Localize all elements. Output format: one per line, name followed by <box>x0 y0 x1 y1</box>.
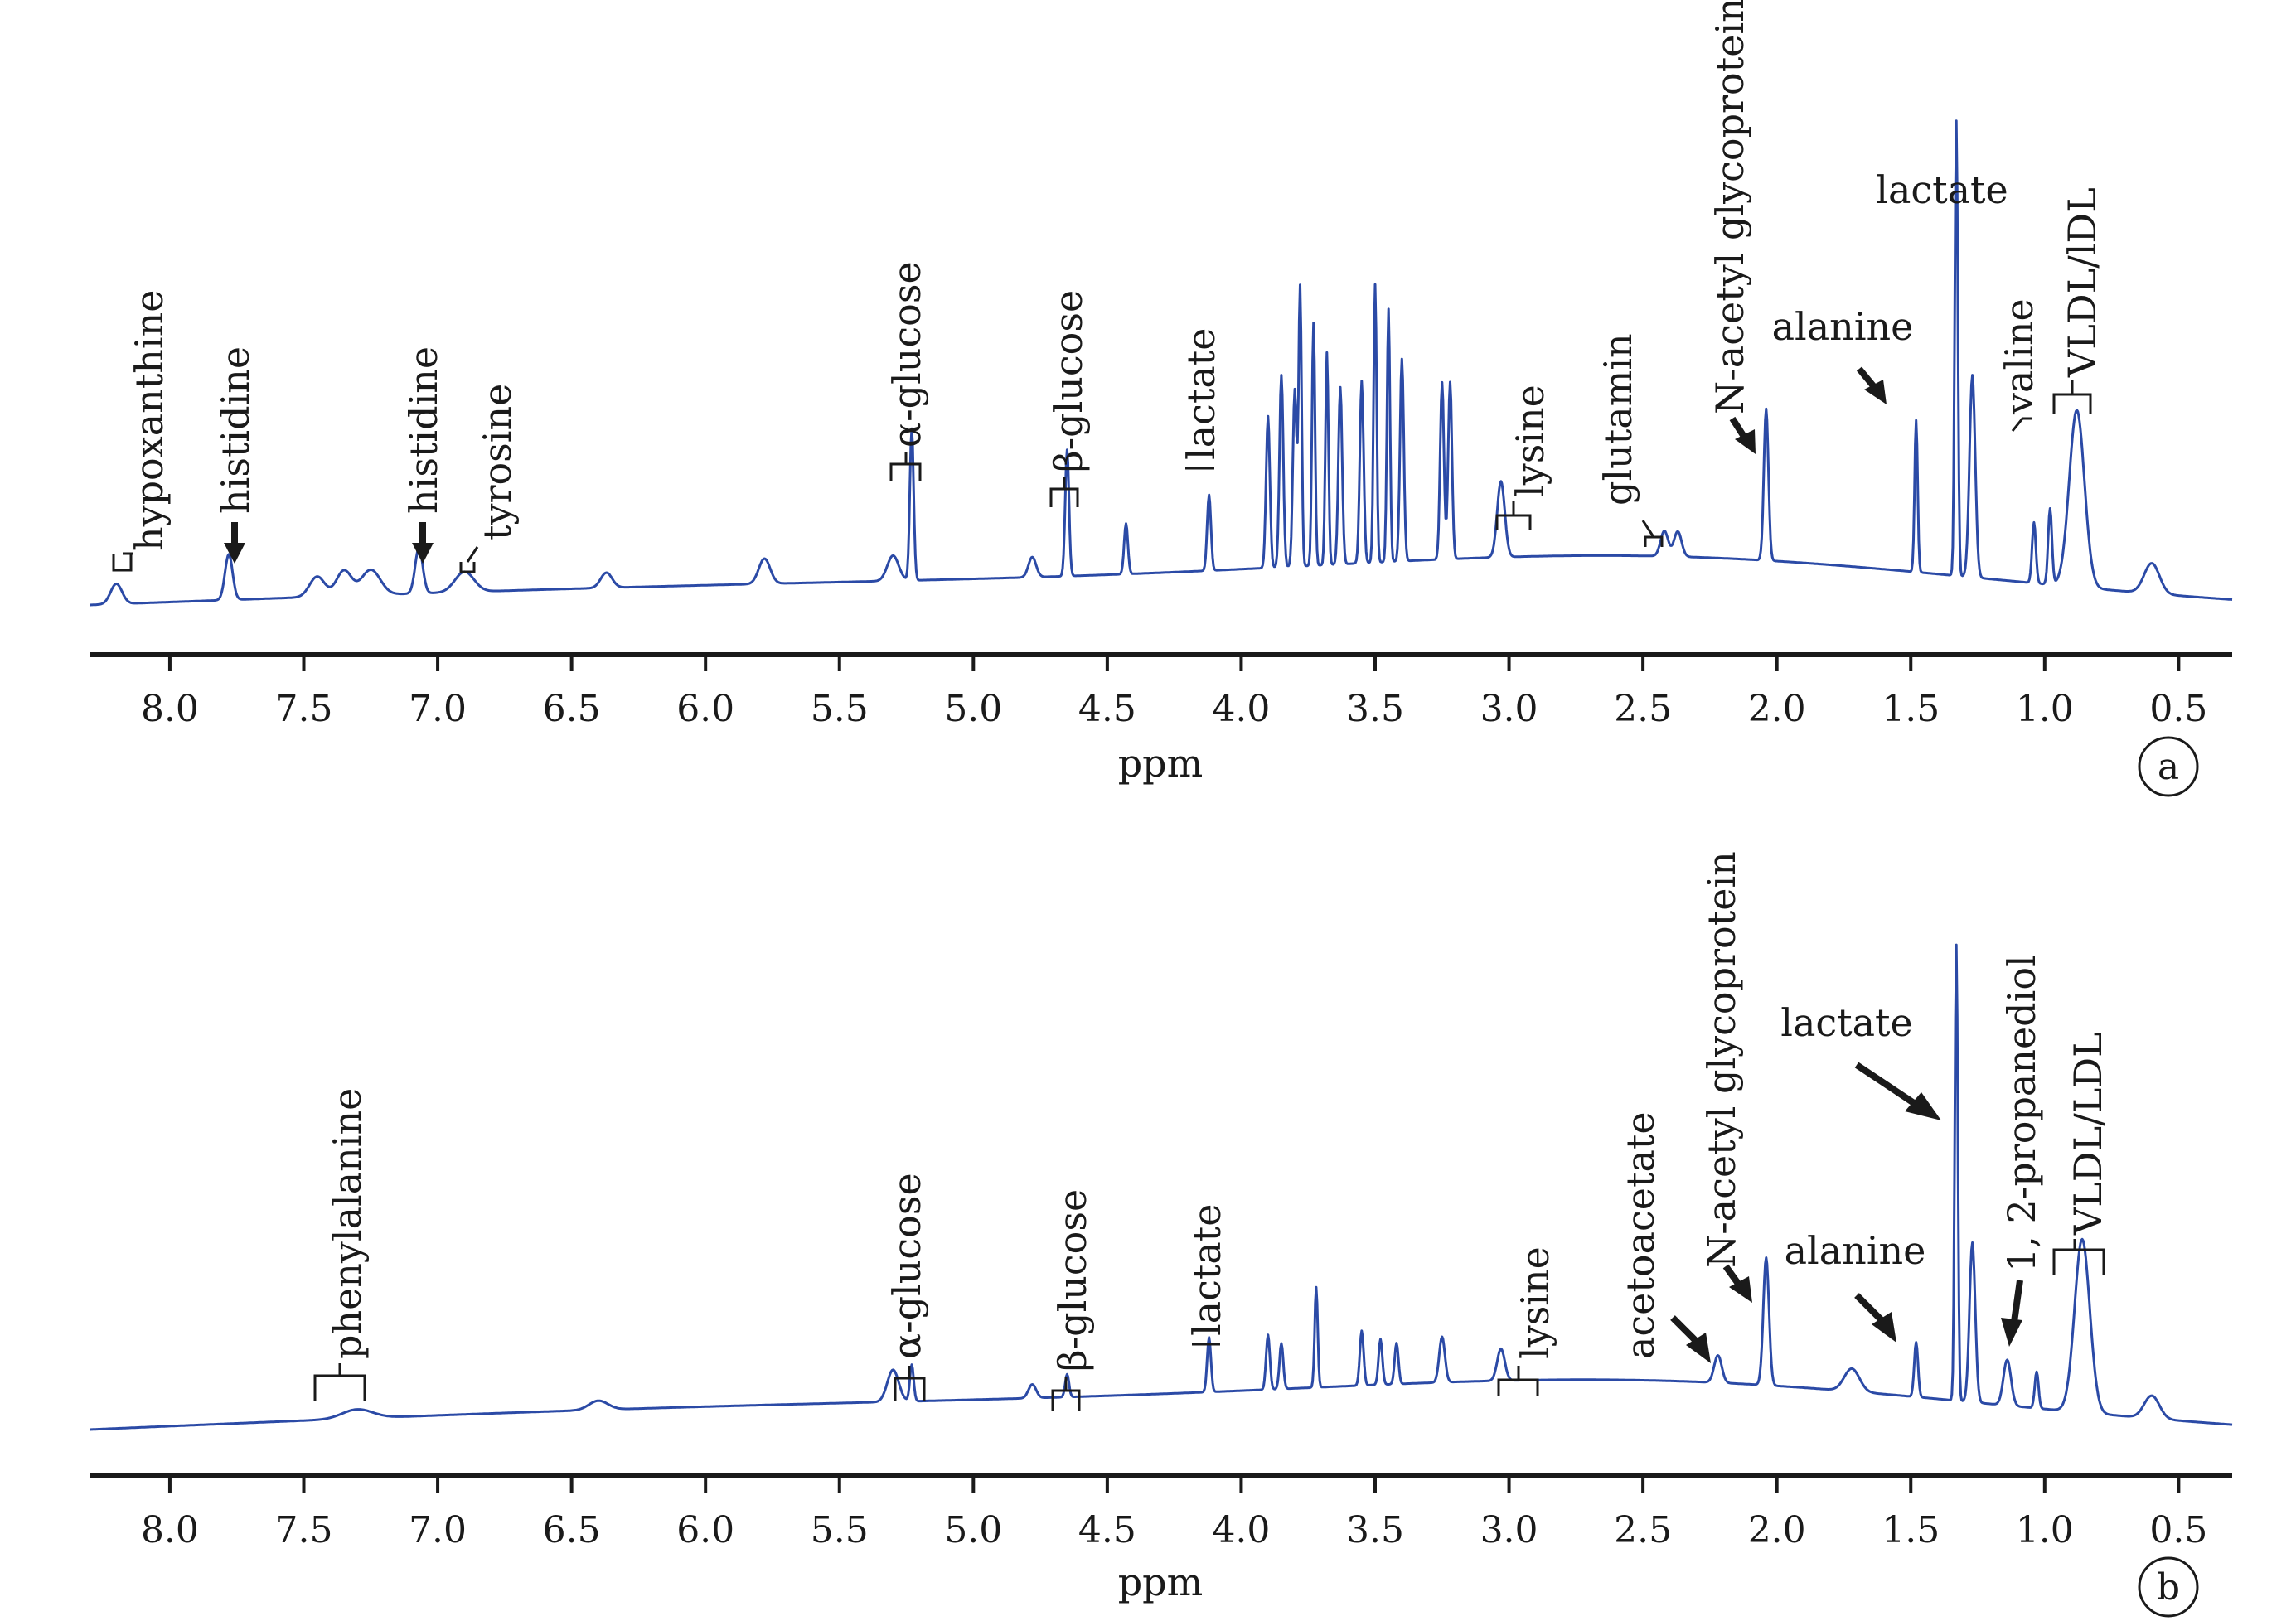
x-tick-label: 7.5 <box>275 1509 333 1551</box>
alanine-arrow-b-shaft <box>1854 1293 1886 1324</box>
acetoacetate-arrow-head <box>1686 1333 1711 1363</box>
x-tick-label: 2.0 <box>1748 688 1806 730</box>
label-alanine-b: alanine <box>1785 1228 1926 1273</box>
x-tick-label: 1.5 <box>1882 1509 1940 1551</box>
panel-letter-b: b <box>2157 1566 2180 1609</box>
alpha-glucose-bracket-a <box>889 452 922 481</box>
spectrum-line-b <box>89 943 2233 1431</box>
label-histidine-2: histidine <box>401 346 446 514</box>
histidine-arrow-2-head <box>412 543 434 564</box>
label-vldl-ldl-b: VLDL/LDL <box>2066 1032 2110 1236</box>
phenylalanine-bracket <box>313 1363 366 1401</box>
label-phenylalanine: phenylalanine <box>325 1088 370 1359</box>
beta-glucose-bracket-b <box>1051 1377 1081 1411</box>
x-tick-label: 3.5 <box>1346 1509 1404 1551</box>
label-n-acetyl-glycoprotein-a: N-acetyl glycoprotein <box>1707 0 1752 414</box>
x-tick-label: 2.5 <box>1614 1509 1672 1551</box>
beta-glucose-bracket-a <box>1049 477 1079 507</box>
x-tick-label: 1.0 <box>2016 688 2074 730</box>
x-tick-label: 2.5 <box>1614 688 1672 730</box>
x-tick-label: 5.0 <box>944 1509 1002 1551</box>
x-tick-label: 3.0 <box>1480 688 1538 730</box>
label-lactate-1-a: lactate <box>1179 327 1223 460</box>
vldl-bracket-a <box>2052 380 2092 414</box>
label-glutamin: glutamin <box>1596 333 1640 506</box>
x-tick-label: 1.5 <box>1882 688 1940 730</box>
x-tick-label: 5.5 <box>811 688 869 730</box>
x-tick-label: 8.0 <box>141 688 199 730</box>
label-alpha-glucose-a: α-glucose <box>884 261 929 448</box>
x-tick-label: 0.5 <box>2149 688 2207 730</box>
x-tick-label: 3.0 <box>1480 1509 1538 1551</box>
lysine-bracket-b <box>1497 1366 1539 1396</box>
valine-bracket <box>2011 417 2032 432</box>
x-tick-label: 4.0 <box>1212 688 1270 730</box>
x-axis-title-a: ppm <box>1118 741 1204 786</box>
x-axis-title-b: ppm <box>1118 1560 1204 1604</box>
vldl-bracket-b <box>2052 1239 2105 1275</box>
propanediol-arrow-shaft <box>2011 1280 2023 1323</box>
x-tick-label: 3.5 <box>1346 688 1404 730</box>
label-vldl-ldl-a: VLDL/lDL <box>2060 187 2105 378</box>
panel-letter-a: a <box>2158 746 2179 788</box>
alanine-arrow-b-head <box>1872 1312 1896 1343</box>
acetoacetate-arrow-shaft <box>1670 1315 1700 1345</box>
x-tick-label: 6.0 <box>676 1509 734 1551</box>
x-tick-label: 7.0 <box>409 688 467 730</box>
x-axis-ticks-b: 8.0 7.5 7.0 6.5 6.0 5.5 5.0 4.5 4.0 3.5 3.0 2.5 2.0 1… <box>141 1476 2207 1551</box>
panel-a: 8.0 7.5 7.0 6.5 6.0 5.5 5.0 4.5 4.0 3.5 3.0 2.5 2.0 1… <box>89 0 2233 797</box>
label-valine: valine <box>1997 298 2042 415</box>
glutamin-bracket <box>1641 520 1664 547</box>
x-tick-label: 5.0 <box>944 688 1002 730</box>
lactate-arrow-b-head <box>1905 1092 1941 1120</box>
hypoxanthine-bracket <box>112 552 133 572</box>
x-tick-label: 0.5 <box>2149 1509 2207 1551</box>
x-tick-label: 7.5 <box>275 688 333 730</box>
x-tick-label: 1.0 <box>2016 1509 2074 1551</box>
label-alanine-a: alanine <box>1772 304 1914 349</box>
nag-arrow-b-head <box>1729 1276 1752 1303</box>
x-tick-label: 2.0 <box>1748 1509 1806 1551</box>
label-lactate-2-b: lactate <box>1780 1000 1913 1045</box>
label-beta-glucose-a: β-glucose <box>1046 290 1091 472</box>
label-tyrosine: tyrosine <box>475 384 520 540</box>
histidine-arrow-1-head <box>224 543 245 564</box>
label-lactate-2-a: lactate <box>1876 167 2008 212</box>
panel-letter-circle-a <box>2138 736 2199 797</box>
alanine-arrow-a-head <box>1864 380 1887 404</box>
x-tick-label: 4.5 <box>1078 688 1136 730</box>
x-tick-label: 7.0 <box>409 1509 467 1551</box>
x-tick-label: 4.5 <box>1078 1509 1136 1551</box>
label-hypoxanthine: hypoxanthine <box>127 290 172 551</box>
label-n-acetyl-glycoprotein-b: N-acetyl glycoprotein <box>1699 851 1744 1268</box>
label-histidine-1: histidine <box>213 346 258 514</box>
label-alpha-glucose-b: α-glucose <box>884 1173 929 1359</box>
lactate-arrow-b-shaft <box>1854 1062 1921 1110</box>
nag-arrow-a-head <box>1735 429 1756 454</box>
x-tick-label: 5.5 <box>811 1509 869 1551</box>
label-acetoacetate: acetoacetate <box>1618 1111 1663 1359</box>
x-tick-label: 6.5 <box>543 688 601 730</box>
x-tick-label: 4.0 <box>1212 1509 1270 1551</box>
lysine-bracket-a <box>1495 501 1532 530</box>
x-tick-label: 8.0 <box>141 1509 199 1551</box>
label-lactate-1-b: lactate <box>1184 1203 1229 1336</box>
alanine-arrow-a-shaft <box>1856 366 1878 390</box>
label-lysine-b: lysine <box>1513 1246 1557 1359</box>
label-propanediol: 1, 2-propanediol <box>1999 955 2044 1272</box>
propanediol-arrow-head <box>2001 1318 2022 1347</box>
spectrum-line-a <box>89 119 2233 607</box>
label-beta-glucose-b: β-glucose <box>1050 1189 1095 1372</box>
x-axis-ticks-a: 8.0 7.5 7.0 6.5 6.0 5.5 5.0 4.5 4.0 3.5 3.0 2.5 2.0 1… <box>141 655 2207 730</box>
panel-letter-circle-b <box>2138 1556 2199 1618</box>
x-tick-label: 6.0 <box>676 688 734 730</box>
x-tick-label: 6.5 <box>543 1509 601 1551</box>
alpha-glucose-bracket-b <box>894 1366 926 1401</box>
tyrosine-bracket <box>459 546 479 573</box>
panel-b: 8.0 7.5 7.0 6.5 6.0 5.5 5.0 4.5 4.0 3.5 3.0 2.5 2.0 1… <box>89 851 2233 1618</box>
label-lysine-a: lysine <box>1508 385 1552 497</box>
